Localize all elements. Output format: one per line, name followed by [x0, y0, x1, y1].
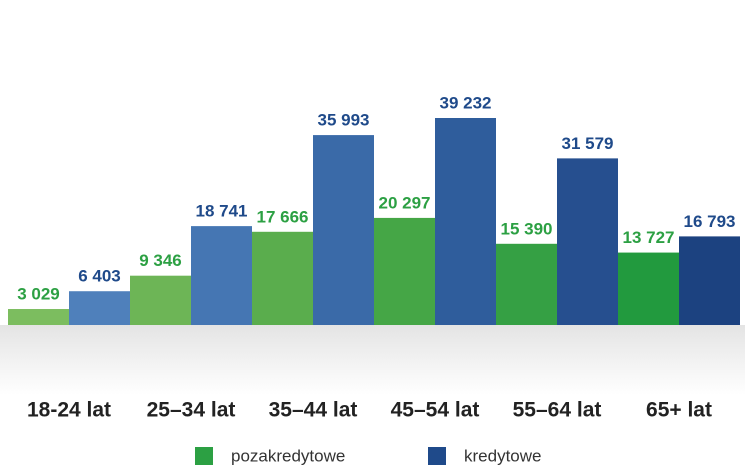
legend-label: pozakredytowe [231, 446, 345, 465]
x-tick-label: 18-24 lat [27, 399, 111, 422]
bar [252, 232, 313, 325]
legend-swatch [428, 447, 446, 465]
x-tick-label: 25–34 lat [147, 399, 236, 422]
value-label: 6 403 [78, 267, 121, 286]
bar [191, 226, 252, 325]
value-label: 13 727 [623, 228, 675, 247]
value-label: 3 029 [17, 285, 60, 304]
bar [313, 135, 374, 325]
bar [435, 118, 496, 325]
chart: pozakredytowe kredytowe 3 029 6 403 18-24 l… [0, 0, 745, 469]
legend: pozakredytowe kredytowe [195, 446, 541, 465]
value-label: 15 390 [501, 219, 553, 238]
legend-label: kredytowe [464, 446, 541, 465]
x-tick-label: 65+ lat [646, 399, 712, 422]
bar [496, 244, 557, 325]
value-label: 18 741 [196, 202, 248, 221]
value-label: 20 297 [379, 193, 431, 212]
x-tick-label: 45–54 lat [391, 399, 480, 422]
bar [8, 309, 69, 325]
x-tick-label: 55–64 lat [513, 399, 602, 422]
bar [69, 291, 130, 325]
value-label: 31 579 [562, 134, 614, 153]
floor [0, 325, 745, 395]
value-label: 39 232 [440, 93, 492, 112]
x-tick-label: 35–44 lat [269, 399, 358, 422]
bar [557, 158, 618, 325]
value-label: 9 346 [139, 251, 182, 270]
value-label: 16 793 [684, 212, 736, 231]
bar [130, 276, 191, 325]
bar [374, 218, 435, 325]
bar [618, 253, 679, 325]
bar [679, 236, 740, 325]
legend-swatch [195, 447, 213, 465]
value-label: 35 993 [318, 111, 370, 130]
value-label: 17 666 [257, 207, 309, 226]
